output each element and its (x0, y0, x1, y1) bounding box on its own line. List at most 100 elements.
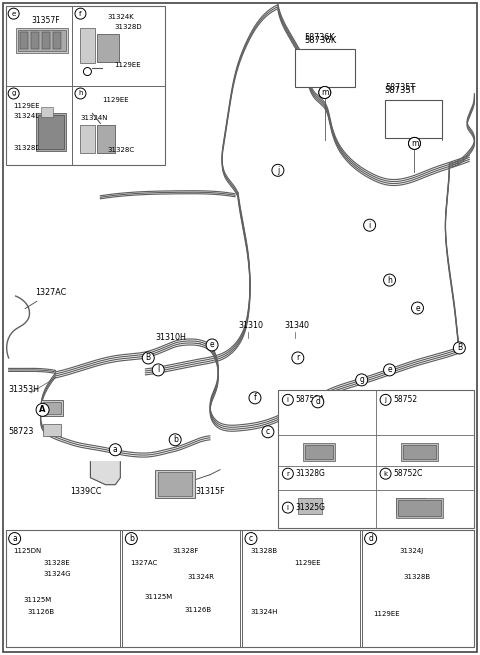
Text: 31357F: 31357F (31, 16, 60, 25)
Circle shape (75, 88, 86, 99)
Text: 31340: 31340 (285, 320, 310, 329)
Bar (158, 472, 192, 496)
Text: b: b (173, 436, 178, 444)
Circle shape (262, 426, 274, 438)
Circle shape (8, 8, 19, 19)
Circle shape (245, 533, 257, 544)
Bar (81, 125, 96, 153)
Bar (81, 28, 96, 63)
Bar (52, 31, 60, 48)
Circle shape (282, 394, 293, 405)
Bar (305, 445, 333, 458)
Text: 1129EE: 1129EE (294, 559, 321, 565)
Text: 31324J: 31324J (399, 548, 424, 553)
Text: 1125DN: 1125DN (13, 548, 42, 553)
Circle shape (454, 342, 465, 354)
Circle shape (319, 86, 331, 98)
Bar (37, 115, 63, 149)
Text: g: g (12, 90, 16, 96)
Text: m: m (411, 139, 418, 148)
Text: 1339CC: 1339CC (71, 487, 102, 496)
Bar (298, 498, 322, 514)
Text: c: c (249, 534, 253, 543)
Text: 31126B: 31126B (28, 609, 55, 616)
Bar (122, 530, 240, 647)
Bar (278, 390, 474, 527)
Bar (242, 530, 360, 647)
Text: j: j (277, 166, 279, 175)
Text: b: b (129, 534, 134, 543)
Circle shape (84, 67, 91, 75)
Bar (384, 100, 443, 138)
Text: h: h (78, 90, 83, 96)
Circle shape (282, 468, 293, 479)
Circle shape (319, 86, 331, 98)
Circle shape (9, 533, 21, 544)
Circle shape (142, 352, 154, 364)
Text: 31328G: 31328G (296, 469, 326, 478)
Text: i: i (369, 221, 371, 230)
Bar (295, 48, 355, 86)
Polygon shape (90, 462, 120, 485)
Circle shape (356, 374, 368, 386)
Text: 1327AC: 1327AC (130, 559, 157, 565)
Text: 1129EE: 1129EE (373, 611, 400, 618)
Circle shape (8, 88, 19, 99)
Circle shape (312, 396, 324, 408)
Bar (43, 424, 60, 436)
Text: k: k (384, 471, 388, 477)
Bar (43, 402, 60, 414)
Circle shape (364, 219, 376, 231)
Circle shape (384, 274, 396, 286)
Text: 1129EE: 1129EE (13, 103, 40, 109)
Text: 31324H: 31324H (250, 609, 277, 616)
Text: 1327AC: 1327AC (25, 288, 67, 309)
Text: 58752C: 58752C (394, 469, 423, 478)
Text: e: e (415, 303, 420, 312)
Bar (18, 29, 65, 50)
Circle shape (365, 533, 377, 544)
Bar (31, 31, 38, 48)
Bar (397, 500, 442, 515)
Bar (6, 530, 120, 647)
Text: r: r (287, 471, 289, 477)
Text: 31328B: 31328B (250, 548, 277, 553)
Circle shape (125, 533, 137, 544)
Text: 31328D: 31328D (114, 24, 142, 29)
Text: 31324L: 31324L (13, 113, 40, 119)
Text: 58752: 58752 (394, 396, 418, 404)
Bar (36, 113, 65, 151)
Bar (361, 530, 474, 647)
Text: 31310H: 31310H (155, 333, 186, 343)
Circle shape (408, 138, 420, 149)
Text: 58723: 58723 (9, 427, 34, 436)
Text: m: m (321, 88, 328, 97)
Text: 58736K: 58736K (305, 33, 335, 42)
Text: 58735T: 58735T (384, 86, 416, 94)
Text: 31125M: 31125M (24, 597, 52, 603)
Text: A: A (39, 405, 46, 415)
Text: h: h (387, 276, 392, 285)
Circle shape (282, 502, 293, 513)
Text: f: f (79, 10, 82, 16)
Text: l: l (157, 365, 159, 375)
Text: d: d (315, 398, 320, 406)
Text: 31328E: 31328E (44, 559, 71, 565)
Circle shape (292, 352, 304, 364)
Bar (396, 498, 444, 517)
Bar (97, 125, 115, 153)
Text: 31328C: 31328C (108, 147, 134, 153)
Text: 58735T: 58735T (385, 83, 416, 92)
Text: 31324N: 31324N (81, 115, 108, 121)
Circle shape (411, 302, 423, 314)
Text: 31324K: 31324K (108, 14, 134, 20)
Text: 31315F: 31315F (195, 487, 225, 496)
Text: i: i (287, 397, 289, 403)
Bar (155, 470, 195, 498)
Bar (303, 443, 335, 460)
Circle shape (249, 392, 261, 404)
Text: g: g (359, 375, 364, 384)
Bar (41, 400, 62, 416)
Text: r: r (296, 354, 300, 362)
Text: 31353H: 31353H (9, 385, 40, 394)
